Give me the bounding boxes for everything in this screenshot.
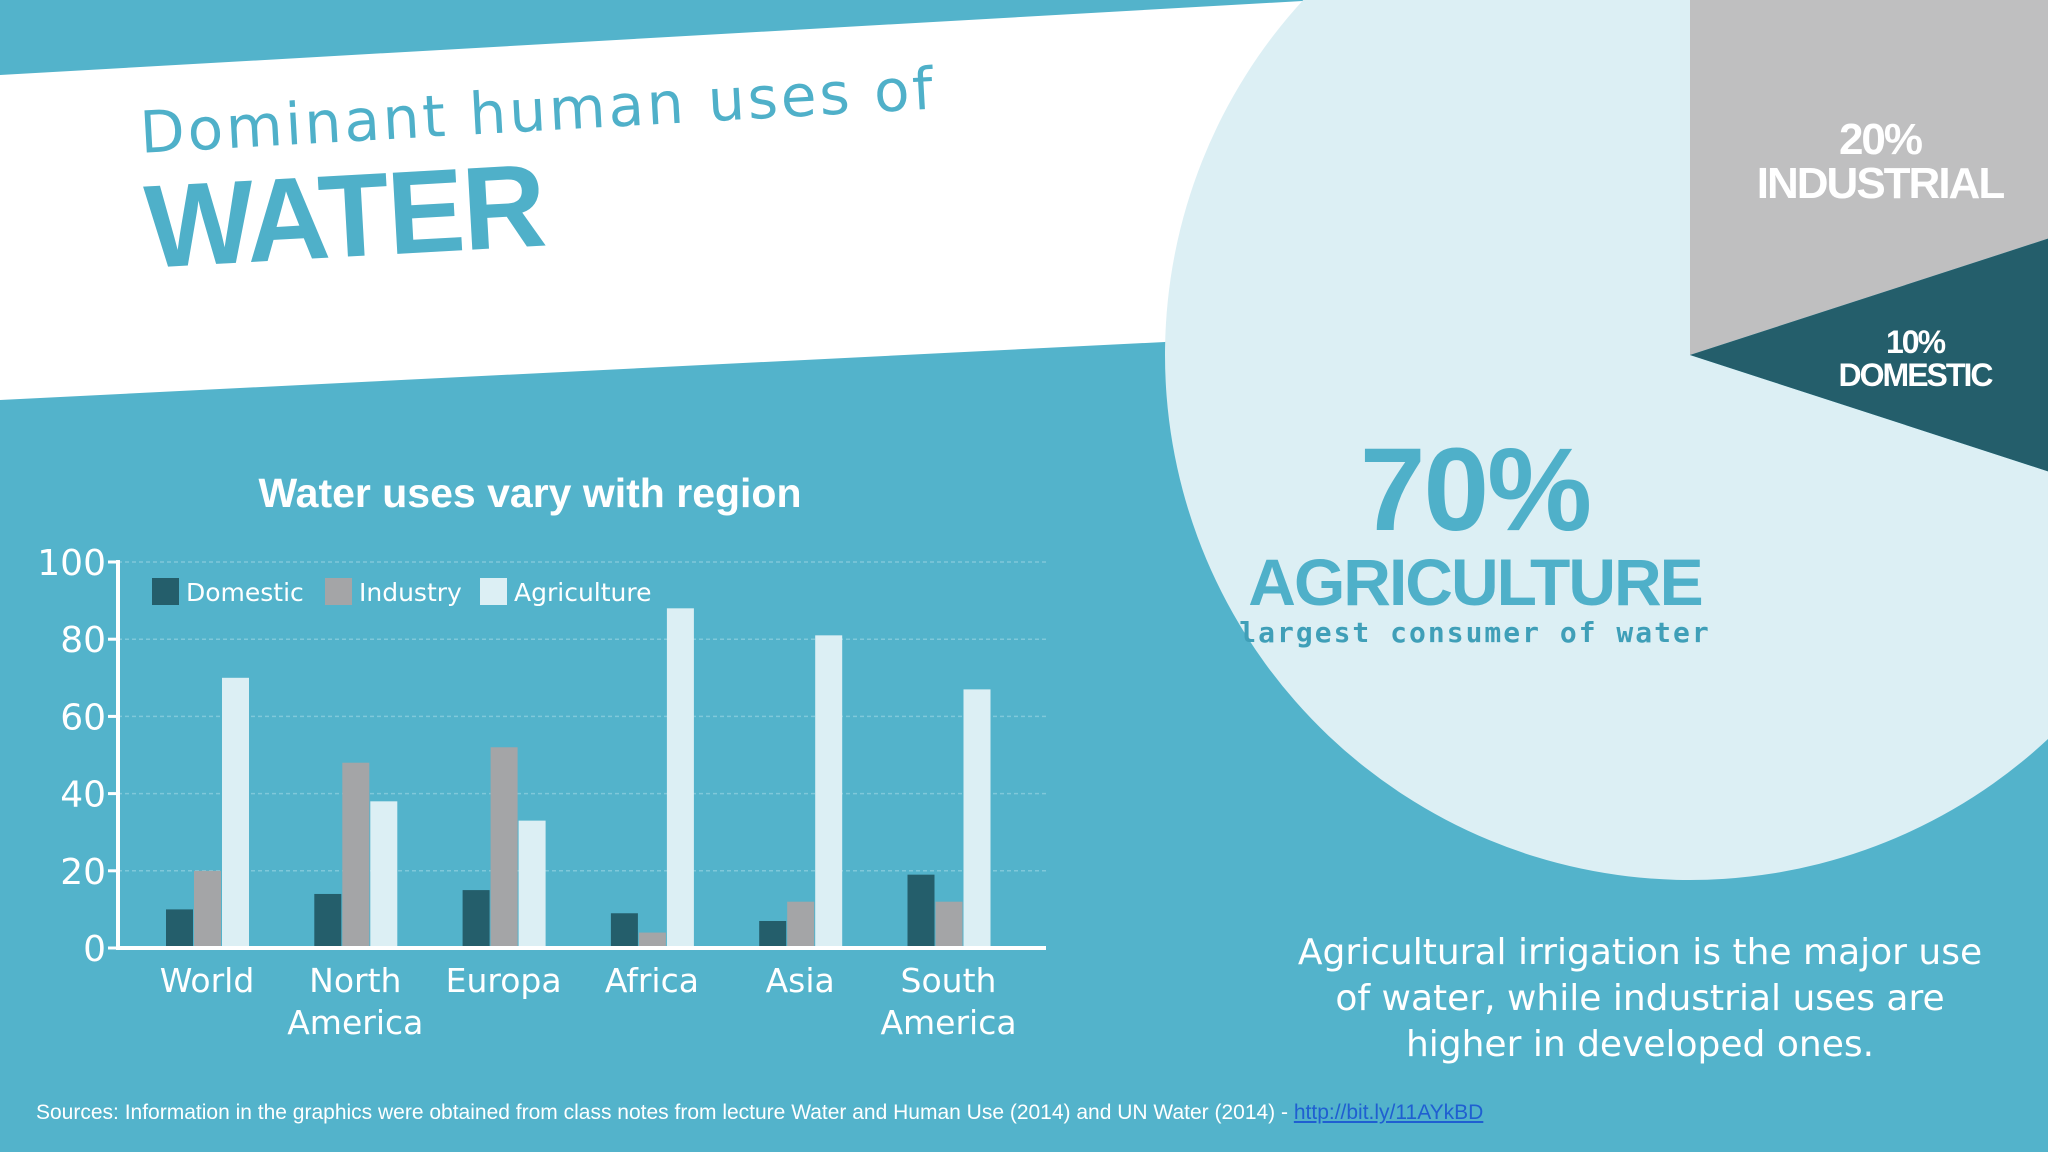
- pie-agriculture-subtitle: largest consumer of water: [1239, 616, 1711, 649]
- legend-label-agriculture: Agriculture: [514, 578, 652, 607]
- bar-domestic: [462, 890, 490, 946]
- bar-domestic: [314, 893, 342, 946]
- x-tick-label: Europa: [446, 961, 562, 1000]
- y-tick-label: 40: [60, 775, 106, 816]
- x-tick-label: Africa: [605, 961, 699, 1000]
- pie-slice-domestic: [1690, 238, 2048, 472]
- legend-label-domestic: Domestic: [186, 578, 304, 607]
- bar-domestic: [759, 920, 787, 946]
- bar-industry: [490, 747, 518, 946]
- pie-industrial-name: INDUSTRIAL: [1756, 159, 2005, 208]
- pie-chart: [1165, 0, 2048, 880]
- pie-domestic-pct: 10%: [1885, 324, 1946, 360]
- bar-industry: [638, 932, 666, 946]
- sources-line: Sources: Information in the graphics wer…: [36, 1101, 1483, 1125]
- pie-industrial-label: 20% INDUSTRIAL: [1700, 118, 2048, 206]
- legend-swatch-industry: [325, 578, 352, 605]
- pie-agriculture-pct: 70%: [1359, 424, 1592, 556]
- bar-industry: [787, 901, 815, 946]
- y-tick-label: 100: [37, 543, 106, 584]
- x-tick-label: America: [287, 1003, 423, 1042]
- sources-text: Sources: Information in the graphics wer…: [36, 1101, 1294, 1124]
- bar-agriculture: [222, 677, 249, 946]
- sources-link[interactable]: http://bit.ly/11AYkBD: [1293, 1101, 1484, 1124]
- bar-domestic: [610, 913, 638, 946]
- x-tick-label: North: [309, 961, 401, 1000]
- pie-slice-agriculture: [1165, 0, 2048, 880]
- description-text: Agricultural irrigation is the major use…: [1297, 932, 1983, 1065]
- y-tick-label: 60: [60, 697, 106, 738]
- bar-industry: [194, 870, 221, 946]
- legend-label-industry: Industry: [359, 578, 462, 607]
- x-tick-label: America: [880, 1003, 1016, 1042]
- legend-swatch-domestic: [152, 578, 179, 605]
- pie-slice-industrial: [1690, 0, 2048, 355]
- x-tick-label: World: [160, 961, 255, 1000]
- pie-domestic-label: 10% DOMESTIC: [1800, 326, 2030, 392]
- bar-agriculture: [666, 608, 694, 946]
- bar-industry: [342, 762, 370, 946]
- bar-domestic: [907, 874, 935, 946]
- bar-agriculture: [815, 635, 843, 946]
- y-tick-label: 80: [60, 620, 106, 661]
- x-tick-label: Asia: [766, 961, 835, 1000]
- pie-agriculture-name: AGRICULTURE: [1248, 545, 1703, 619]
- bar-agriculture: [963, 689, 991, 946]
- bar-industry: [935, 901, 963, 946]
- x-tick-label: South: [901, 961, 997, 1000]
- legend-swatch-agriculture: [480, 578, 507, 605]
- bar-agriculture: [370, 801, 398, 946]
- pie-industrial-pct: 20%: [1838, 115, 1923, 164]
- bar-chart-title: Water uses vary with region: [258, 470, 802, 516]
- pie-domestic-name: DOMESTIC: [1838, 357, 1994, 393]
- bar-domestic: [166, 909, 193, 946]
- bar-agriculture: [518, 820, 546, 946]
- y-tick-label: 0: [83, 929, 106, 970]
- y-tick-label: 20: [60, 852, 106, 893]
- pie-agriculture-label: 70% AGRICULTURE largest consumer of wate…: [1100, 430, 1850, 649]
